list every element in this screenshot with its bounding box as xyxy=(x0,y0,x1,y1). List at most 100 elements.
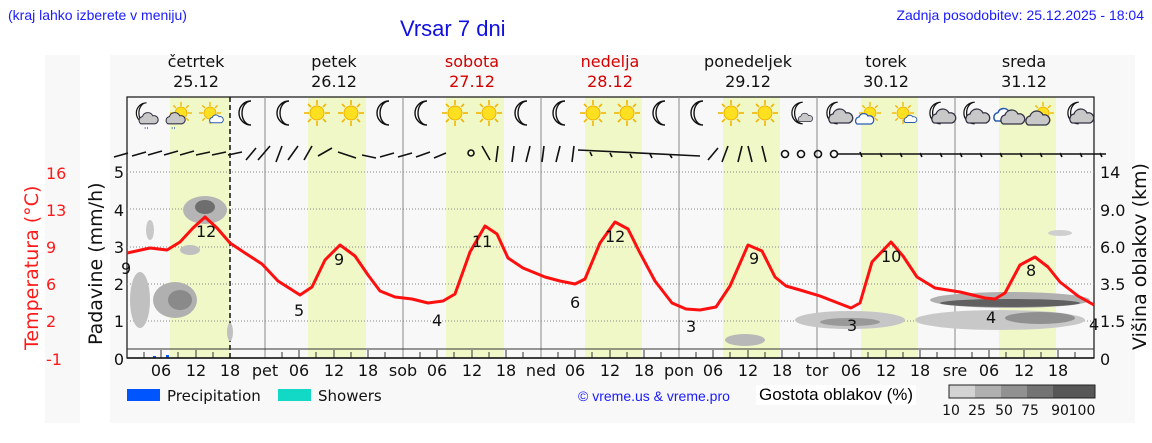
legend-showers-label: Showers xyxy=(318,387,382,405)
svg-text:06: 06 xyxy=(703,361,723,380)
svg-text:18: 18 xyxy=(358,361,378,380)
cloud-axis-panel xyxy=(1110,55,1135,423)
region-hint[interactable]: (kraj lahko izberete v meniju) xyxy=(8,7,187,23)
svg-text:1: 1 xyxy=(114,312,124,331)
temp-axis-ticks: 16 13 9 6 2 -1 xyxy=(46,164,66,369)
svg-text:4: 4 xyxy=(114,201,124,220)
page-title: Vrsar 7 dni xyxy=(400,16,506,41)
svg-text:'': '' xyxy=(171,126,175,135)
svg-text:-1: -1 xyxy=(46,350,62,369)
svg-text:16: 16 xyxy=(46,164,66,183)
x-axis-labels: 06 12 18 pet 06 12 18 sob 06 12 18 ned 06 12 18 … xyxy=(151,361,1068,380)
svg-text:3: 3 xyxy=(114,238,124,257)
svg-text:0: 0 xyxy=(114,350,124,369)
svg-text:'': '' xyxy=(144,126,148,135)
svg-text:sre: sre xyxy=(943,361,967,380)
cloud-axis-label: Višina oblakov (km) xyxy=(1129,163,1151,350)
svg-text:11: 11 xyxy=(472,232,492,251)
svg-text:18: 18 xyxy=(910,361,930,380)
temp-axis-panel xyxy=(45,55,80,423)
svg-text:9: 9 xyxy=(749,249,759,268)
legend-precipitation-label: Precipitation xyxy=(167,387,261,405)
showers-swatch xyxy=(278,389,311,401)
svg-text:pet: pet xyxy=(252,361,278,380)
svg-text:50: 50 xyxy=(995,403,1013,419)
svg-text:18: 18 xyxy=(496,361,516,380)
svg-text:2: 2 xyxy=(114,275,124,294)
svg-text:12: 12 xyxy=(324,361,344,380)
cloud-density-title: Gostota oblakov (%) xyxy=(756,385,917,405)
svg-text:12: 12 xyxy=(876,361,896,380)
day-label-2: sobota 27.12 xyxy=(444,52,500,91)
day-label-5: torek 30.12 xyxy=(863,52,909,91)
svg-text:9: 9 xyxy=(46,238,56,257)
cloud-axis-ticks: 14 9.0 6.0 3.5 1.5 0 xyxy=(1100,163,1125,369)
last-update: Zadnja posodobitev: 25.12.2025 - 18:04 xyxy=(896,7,1144,23)
cloud-density-shading xyxy=(130,196,1090,346)
day-label-6: sreda 31.12 xyxy=(1001,52,1047,91)
svg-text:9: 9 xyxy=(121,259,131,278)
precipitation-swatch xyxy=(127,389,160,401)
precip-axis-ticks: 5 4 3 2 1 0 xyxy=(114,163,124,369)
svg-text:10: 10 xyxy=(881,247,901,266)
svg-text:18: 18 xyxy=(1048,361,1068,380)
svg-text:ned: ned xyxy=(526,361,556,380)
svg-text:9: 9 xyxy=(334,250,344,269)
day-label-1: petek 26.12 xyxy=(311,52,357,91)
day-label-3: nedelja 28.12 xyxy=(580,52,640,91)
svg-text:12: 12 xyxy=(462,361,482,380)
svg-text:75: 75 xyxy=(1021,403,1039,419)
svg-text:06: 06 xyxy=(979,361,999,380)
day-label-0: četrtek 25.12 xyxy=(167,52,225,91)
svg-text:6: 6 xyxy=(46,275,56,294)
svg-text:5: 5 xyxy=(294,301,304,320)
svg-text:06: 06 xyxy=(289,361,309,380)
svg-text:06: 06 xyxy=(427,361,447,380)
svg-text:90: 90 xyxy=(1051,403,1069,419)
svg-text:8: 8 xyxy=(1026,261,1036,280)
svg-text:12: 12 xyxy=(1014,361,1034,380)
hour-ticks xyxy=(143,350,1076,358)
precip-axis-label: Padavine (mm/h) xyxy=(85,182,107,345)
credit-link[interactable]: © vreme.us & vreme.pro xyxy=(578,388,730,404)
svg-text:tor: tor xyxy=(806,361,829,380)
svg-text:12: 12 xyxy=(600,361,620,380)
svg-text:pon: pon xyxy=(664,361,694,380)
day-label-4: ponedeljek 29.12 xyxy=(704,52,792,91)
svg-text:1.5: 1.5 xyxy=(1100,312,1125,331)
svg-text:12: 12 xyxy=(196,222,216,241)
weather-icons: '' '' xyxy=(135,99,1095,135)
svg-text:18: 18 xyxy=(220,361,240,380)
svg-text:0: 0 xyxy=(1100,350,1110,369)
svg-text:3: 3 xyxy=(686,317,696,336)
svg-text:6.0: 6.0 xyxy=(1100,238,1125,257)
svg-text:100: 100 xyxy=(1069,403,1096,419)
svg-text:10: 10 xyxy=(942,403,960,419)
day-labels: četrtek 25.12 petek 26.12 sobota 27.12 nede… xyxy=(127,52,1094,94)
svg-text:12: 12 xyxy=(186,361,206,380)
svg-text:06: 06 xyxy=(151,361,171,380)
svg-text:4: 4 xyxy=(432,311,442,330)
svg-text:4: 4 xyxy=(1089,315,1099,334)
svg-text:9.0: 9.0 xyxy=(1100,201,1125,220)
svg-text:5: 5 xyxy=(114,163,124,182)
wind-barbs xyxy=(113,145,1106,163)
svg-text:6: 6 xyxy=(570,293,580,312)
svg-text:13: 13 xyxy=(46,201,66,220)
svg-text:2: 2 xyxy=(46,312,56,331)
temperature-line xyxy=(126,215,1095,312)
svg-text:06: 06 xyxy=(841,361,861,380)
temp-axis-label: Temperatura (°C) xyxy=(21,186,43,351)
svg-text:sob: sob xyxy=(389,361,417,380)
svg-text:25: 25 xyxy=(968,403,986,419)
svg-text:18: 18 xyxy=(634,361,654,380)
svg-text:14: 14 xyxy=(1100,163,1120,182)
svg-text:3.5: 3.5 xyxy=(1100,275,1125,294)
svg-text:4: 4 xyxy=(986,308,996,327)
temperature-labels: 9 12 5 9 4 11 6 12 3 9 3 10 4 8 4 xyxy=(121,222,1099,336)
svg-text:06: 06 xyxy=(565,361,585,380)
svg-text:3: 3 xyxy=(847,316,857,335)
cloud-density-scale xyxy=(948,384,1096,399)
svg-text:12: 12 xyxy=(738,361,758,380)
